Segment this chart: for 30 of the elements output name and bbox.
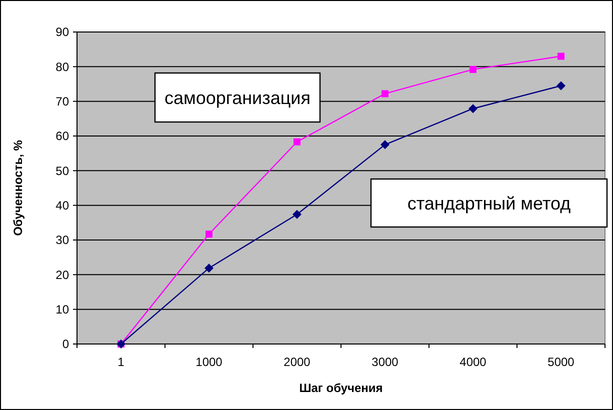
y-tick-label: 80 <box>56 60 70 74</box>
point <box>380 140 390 150</box>
series-label: самоорганизация <box>164 88 310 108</box>
y-tick-label: 90 <box>56 25 70 40</box>
point <box>206 230 212 238</box>
point <box>556 81 566 90</box>
x-tick-label: 1000 <box>196 355 223 369</box>
x-tick-label: 5000 <box>548 355 575 369</box>
y-tick-label: 50 <box>56 164 70 178</box>
point <box>382 90 388 98</box>
point <box>558 52 564 60</box>
x-tick-label: 4000 <box>460 355 487 369</box>
y-tick-label: 40 <box>56 198 70 213</box>
y-tick-label: 0 <box>62 337 70 352</box>
y-tick-label: 20 <box>56 268 70 282</box>
point <box>292 210 302 219</box>
x-tick-label: 3000 <box>372 355 399 369</box>
y-tick-label: 30 <box>56 233 70 248</box>
x-axis-title: Шаг обучения <box>299 381 383 395</box>
point <box>470 66 476 73</box>
point <box>468 104 478 114</box>
y-tick-label: 60 <box>56 129 70 144</box>
y-tick-label: 10 <box>56 302 70 317</box>
point <box>294 138 300 146</box>
x-tick-label: 1 <box>118 355 125 369</box>
y-tick-label: 70 <box>56 94 70 109</box>
point <box>204 264 214 273</box>
text: стандартный метод <box>407 193 572 214</box>
x-tick-label: 2000 <box>284 355 311 369</box>
y-axis-title: Обученность, % <box>11 140 25 236</box>
